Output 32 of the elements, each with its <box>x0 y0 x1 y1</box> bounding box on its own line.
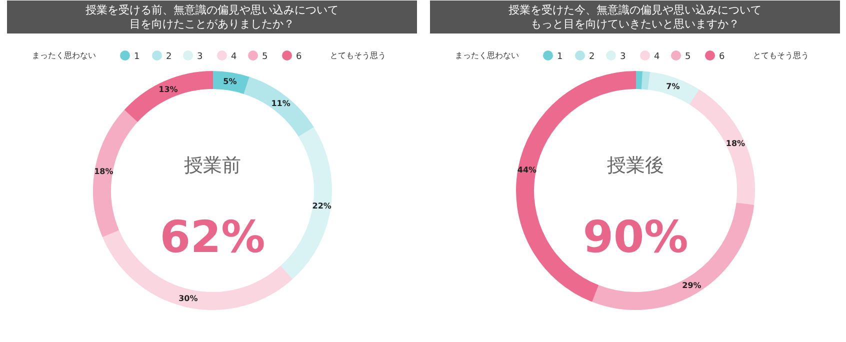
data-label: 18% <box>726 138 746 148</box>
text: まったく思わない <box>32 51 96 60</box>
data-label: 22% <box>312 202 332 211</box>
legend-label: 2 <box>589 52 595 62</box>
text: 90% <box>582 212 688 263</box>
text: とてもそう思う <box>753 51 809 60</box>
legend-label: 4 <box>654 52 660 62</box>
legend-label: 1 <box>557 52 563 62</box>
legend-label: 6 <box>296 52 302 62</box>
chart-title: 授業を受けた今、無意識の偏見や思い込みについてもっと目を向けていきたいと思いますか？ <box>508 4 762 30</box>
text: まったく思わない <box>455 51 519 60</box>
data-label: 11% <box>271 99 290 108</box>
data-label: 29% <box>682 281 702 290</box>
text: 62% <box>160 212 266 263</box>
legend-label: 2 <box>166 52 172 62</box>
legend-label: 3 <box>620 52 626 62</box>
data-label: 7% <box>666 82 680 92</box>
text: とてもそう思う <box>330 51 386 60</box>
text: 授業後 <box>607 154 664 176</box>
chart-title: 授業を受ける前、無意識の偏見や思い込みについて目を向けたことがありましたか？ <box>86 4 338 30</box>
legend-label: 5 <box>262 52 268 62</box>
data-label: 44% <box>517 165 537 174</box>
legend-label: 1 <box>134 52 140 62</box>
data-label: 5% <box>223 76 237 86</box>
data-label: 13% <box>158 84 178 94</box>
legend-label: 4 <box>231 52 237 62</box>
legend-label: 3 <box>197 52 203 62</box>
text: 授業前 <box>184 154 241 176</box>
data-label: 18% <box>94 166 114 176</box>
data-label: 30% <box>178 294 198 303</box>
legend-label: 5 <box>685 52 691 62</box>
legend-label: 6 <box>719 52 725 62</box>
